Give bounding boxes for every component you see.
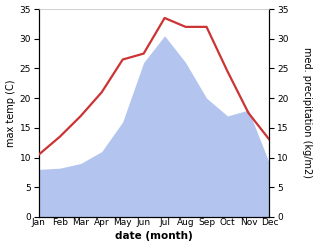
X-axis label: date (month): date (month) <box>115 231 193 242</box>
Y-axis label: max temp (C): max temp (C) <box>5 79 16 147</box>
Y-axis label: med. precipitation (kg/m2): med. precipitation (kg/m2) <box>302 47 313 179</box>
